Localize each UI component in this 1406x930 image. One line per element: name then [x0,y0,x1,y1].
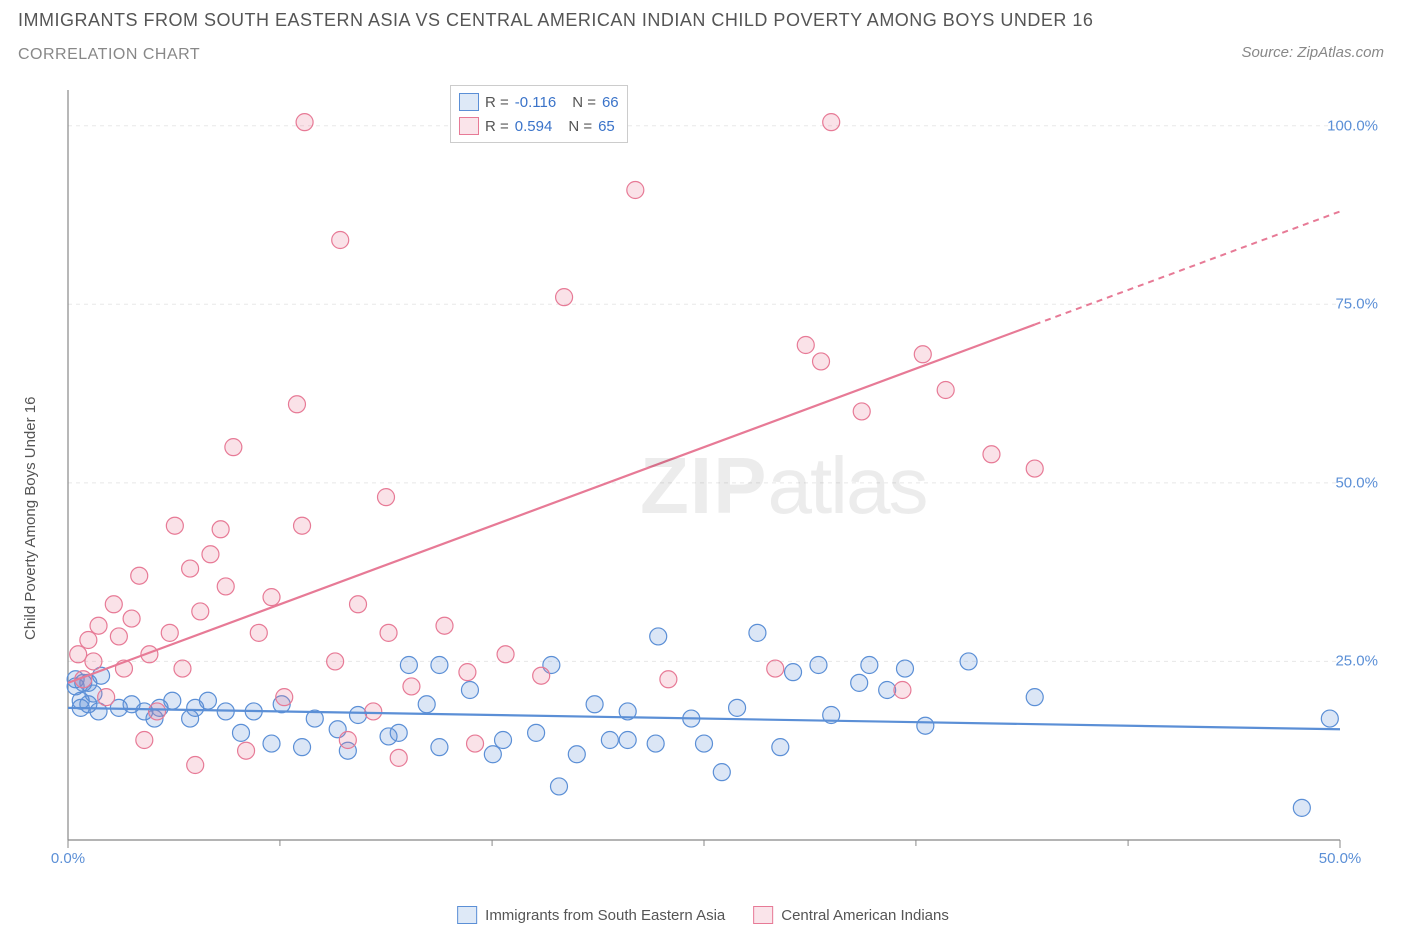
correlation-legend: R = -0.116 N = 66 R = 0.594 N = 65 [450,85,628,143]
r-value: -0.116 [515,94,556,111]
legend-swatch [457,906,477,924]
r-label: R = [485,118,509,135]
legend-row: R = 0.594 N = 65 [459,114,619,138]
legend-item: Immigrants from South Eastern Asia [457,906,725,924]
n-label: N = [568,118,592,135]
n-value: 65 [598,118,615,135]
legend-label: Immigrants from South Eastern Asia [485,907,725,924]
y-tick-label: 25.0% [1335,653,1378,670]
legend-swatch [459,117,479,135]
y-tick-label: 50.0% [1335,474,1378,491]
scatter-chart [60,80,1380,880]
legend-label: Central American Indians [781,907,949,924]
y-tick-label: 75.0% [1335,296,1378,313]
legend-swatch [459,93,479,111]
legend-swatch [753,906,773,924]
n-value: 66 [602,94,619,111]
chart-subtitle: CORRELATION CHART [18,46,200,64]
legend-item: Central American Indians [753,906,949,924]
r-value: 0.594 [515,118,553,135]
y-axis-label: Child Poverty Among Boys Under 16 [22,397,39,640]
y-tick-label: 100.0% [1327,117,1378,134]
n-label: N = [572,94,596,111]
legend-row: R = -0.116 N = 66 [459,90,619,114]
chart-title: IMMIGRANTS FROM SOUTH EASTERN ASIA VS CE… [18,10,1093,31]
r-label: R = [485,94,509,111]
x-tick-label: 50.0% [1319,850,1362,867]
series-legend: Immigrants from South Eastern Asia Centra… [457,906,949,924]
x-tick-label: 0.0% [51,850,85,867]
source-label: Source: ZipAtlas.com [1241,44,1384,61]
